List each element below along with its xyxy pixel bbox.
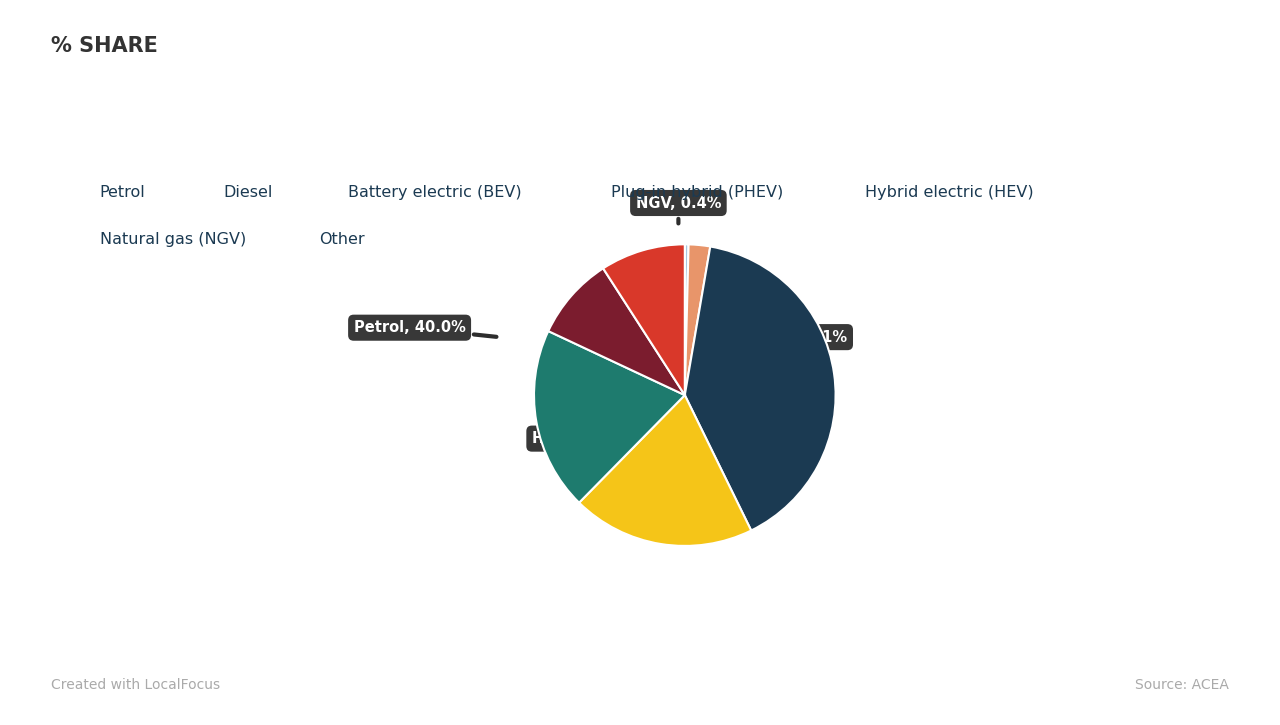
Text: Natural gas (NGV): Natural gas (NGV) <box>100 232 246 246</box>
Wedge shape <box>603 244 685 395</box>
Text: Created with LocalFocus: Created with LocalFocus <box>51 679 220 692</box>
Text: Hybrid electric (HEV): Hybrid electric (HEV) <box>865 185 1034 199</box>
Wedge shape <box>548 268 685 395</box>
Wedge shape <box>579 395 751 546</box>
Text: Other, 2.3%: Other, 2.3% <box>627 272 724 297</box>
Text: NGV, 0.4%: NGV, 0.4% <box>636 196 721 223</box>
Text: BEV, 9.1%: BEV, 9.1% <box>765 330 847 348</box>
Text: PHEV, 8.9%: PHEV, 8.9% <box>654 370 749 393</box>
Text: Battery electric (BEV): Battery electric (BEV) <box>348 185 521 199</box>
Wedge shape <box>534 331 685 502</box>
Text: Plug-in hybrid (PHEV): Plug-in hybrid (PHEV) <box>611 185 783 199</box>
Text: Diesel, 19.6%: Diesel, 19.6% <box>660 461 773 484</box>
Wedge shape <box>685 244 710 395</box>
Text: Source: ACEA: Source: ACEA <box>1135 679 1229 692</box>
Text: Petrol, 40.0%: Petrol, 40.0% <box>353 320 497 337</box>
Wedge shape <box>685 247 836 531</box>
Text: Other: Other <box>320 232 365 246</box>
Text: % SHARE: % SHARE <box>51 36 157 57</box>
Text: 2021: 2021 <box>70 94 129 113</box>
Text: Diesel: Diesel <box>224 185 273 199</box>
Text: Petrol: Petrol <box>100 185 146 199</box>
Wedge shape <box>685 244 689 395</box>
Text: HEV, 19.6%: HEV, 19.6% <box>532 424 625 446</box>
Text: ∨: ∨ <box>138 94 150 112</box>
